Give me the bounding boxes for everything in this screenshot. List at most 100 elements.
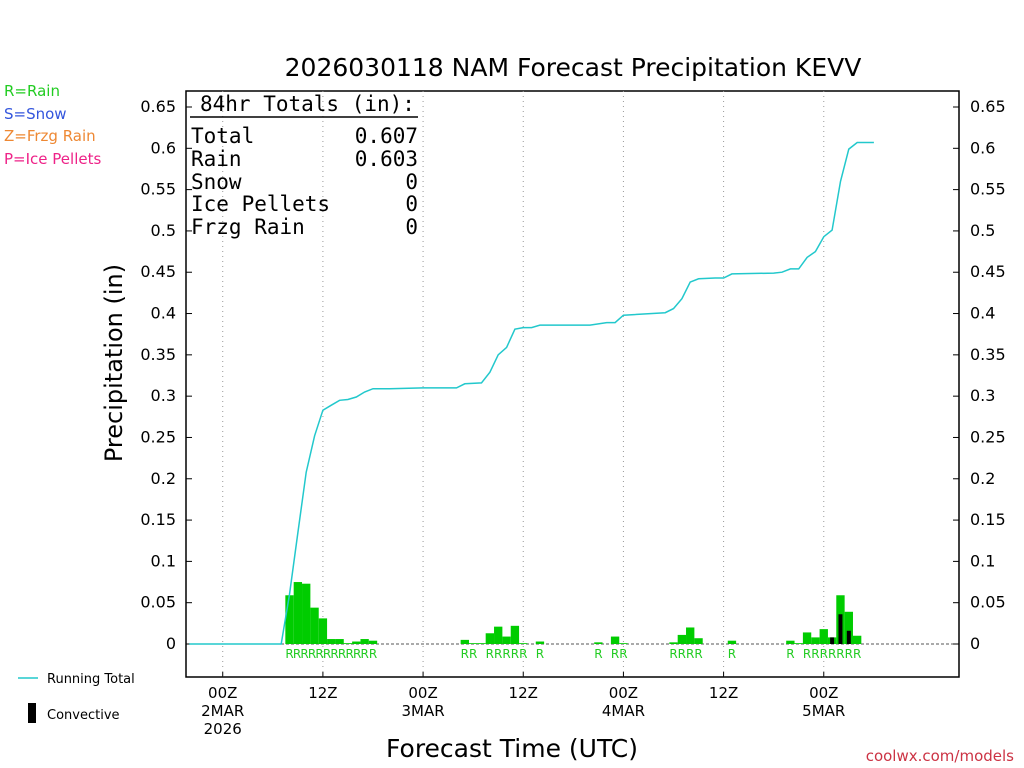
precip-bar-36 <box>852 635 862 644</box>
precip-bar-18 <box>519 643 528 644</box>
line-legend: Running Total Convective <box>18 672 135 723</box>
precip-bar-31 <box>811 637 820 644</box>
rain-marker-25: R <box>686 647 694 661</box>
x-tick-label-0-2: 2026 <box>204 720 242 738</box>
rain-marker-13: R <box>469 647 477 661</box>
rain-marker-34: R <box>845 647 853 661</box>
y-tick-label-left-5: 0.25 <box>140 427 176 446</box>
y-tick-label-right-11: 0.55 <box>970 180 1006 199</box>
precip-bar-14 <box>485 633 495 644</box>
running-total-legend-label: Running Total <box>47 672 135 687</box>
precip-bar-25 <box>686 627 695 644</box>
y-tick-label-right-12: 0.6 <box>970 138 995 157</box>
totals-label-rain: Rain <box>191 147 242 171</box>
rain-marker-5: R <box>323 647 331 661</box>
y-tick-label-left-10: 0.5 <box>151 221 176 240</box>
rain-marker-27: R <box>728 647 736 661</box>
precip-bar-5 <box>327 639 336 644</box>
totals-value-ice-pellets: 0 <box>405 192 418 216</box>
chart-title: 2026030118 NAM Forecast Precipitation KE… <box>285 53 862 82</box>
precip-bar-20 <box>594 642 603 644</box>
rain-marker-32: R <box>828 647 836 661</box>
totals-value-freezing-rain: 0 <box>405 215 418 239</box>
legend-rain: R=Rain <box>4 82 60 100</box>
precip-bar-12 <box>468 643 478 644</box>
y-tick-label-right-5: 0.25 <box>970 427 1006 446</box>
rain-marker-8: R <box>345 647 353 661</box>
y-tick-label-left-13: 0.65 <box>140 97 176 116</box>
legend-ice-pellets: P=Ice Pellets <box>4 150 101 168</box>
precip-bar-23 <box>669 642 678 644</box>
convective-bars <box>830 614 851 644</box>
y-tick-label-right-2: 0.1 <box>970 551 995 570</box>
totals-label-ice-pellets: Ice Pellets <box>191 192 330 216</box>
precip-bar-28 <box>786 640 795 644</box>
y-tick-label-right-1: 0.05 <box>970 593 1006 612</box>
convective-bar-1 <box>838 614 843 644</box>
precip-bar-27 <box>727 640 737 644</box>
convective-bar-0 <box>830 637 835 644</box>
rain-marker-4: R <box>315 647 323 661</box>
precip-bar-6 <box>335 639 344 644</box>
y-tick-label-left-11: 0.55 <box>140 180 176 199</box>
precip-bar-11 <box>460 639 469 644</box>
precip-bar-15 <box>494 626 503 644</box>
convective-bar-2 <box>846 630 851 644</box>
y-tick-label-left-8: 0.4 <box>151 304 176 323</box>
plot-frame <box>185 90 960 678</box>
precip-bar-22 <box>619 643 628 644</box>
x-axis-label: Forecast Time (UTC) <box>386 734 638 763</box>
y-tick-label-left-2: 0.1 <box>151 551 176 570</box>
x-tick-label-0-1: 2MAR <box>201 702 244 720</box>
x-tick-label-2-1: 3MAR <box>401 702 444 720</box>
x-tick-label-1-0: 12Z <box>308 684 337 702</box>
rain-marker-26: R <box>694 647 702 661</box>
precip-type-legend: R=Rain S=Snow Z=Frzg Rain P=Ice Pellets <box>4 82 101 168</box>
rain-marker-14: R <box>486 647 494 661</box>
precip-bar-17 <box>510 625 520 644</box>
precip-bar-32 <box>819 629 828 644</box>
precip-bar-4 <box>318 618 328 644</box>
precip-bar-10 <box>368 640 378 644</box>
rain-marker-18: R <box>519 647 527 661</box>
rain-marker-30: R <box>811 647 819 661</box>
y-tick-label-left-6: 0.3 <box>151 386 176 405</box>
y-tick-label-right-6: 0.3 <box>970 386 995 405</box>
y-tick-label-left-0: 0 <box>166 634 176 653</box>
precip-bar-13 <box>477 643 486 644</box>
y-tick-label-right-0: 0 <box>970 634 980 653</box>
x-tick-label-4-1: 4MAR <box>602 702 645 720</box>
y-tick-label-right-8: 0.4 <box>970 304 995 323</box>
rain-marker-6: R <box>330 647 338 661</box>
totals-label-total: Total <box>191 124 254 148</box>
y-tick-label-left-7: 0.35 <box>140 345 176 364</box>
rain-marker-12: R <box>461 647 469 661</box>
y-tick-label-right-4: 0.2 <box>970 469 995 488</box>
y-tick-label-left-4: 0.2 <box>151 469 176 488</box>
rain-marker-3: R <box>308 647 316 661</box>
convective-legend-swatch <box>28 703 36 723</box>
y-tick-label-left-12: 0.6 <box>151 138 176 157</box>
y-tick-label-right-10: 0.5 <box>970 221 995 240</box>
rain-marker-29: R <box>803 647 811 661</box>
legend-snow: S=Snow <box>4 105 67 123</box>
precip-bar-26 <box>694 638 703 644</box>
y-tick-label-right-3: 0.15 <box>970 510 1006 529</box>
y-tick-label-right-9: 0.45 <box>970 262 1006 281</box>
x-tick-label-4-0: 00Z <box>609 684 638 702</box>
x-tick-label-2-0: 00Z <box>408 684 437 702</box>
legend-freezing-rain: Z=Frzg Rain <box>4 127 96 145</box>
y-tick-label-left-3: 0.15 <box>140 510 176 529</box>
x-tick-label-6-0: 00Z <box>809 684 838 702</box>
totals-value-total: 0.607 <box>355 124 418 148</box>
y-tick-label-right-7: 0.35 <box>970 345 1006 364</box>
precip-bar-3 <box>310 607 319 644</box>
y-tick-label-left-9: 0.45 <box>140 262 176 281</box>
rain-marker-2: R <box>300 647 308 661</box>
x-tick-label-0-0: 00Z <box>208 684 237 702</box>
rain-marker-28: R <box>786 647 794 661</box>
precip-bar-21 <box>610 636 620 644</box>
precip-bar-9 <box>360 639 369 644</box>
precip-bar-35 <box>844 611 853 644</box>
